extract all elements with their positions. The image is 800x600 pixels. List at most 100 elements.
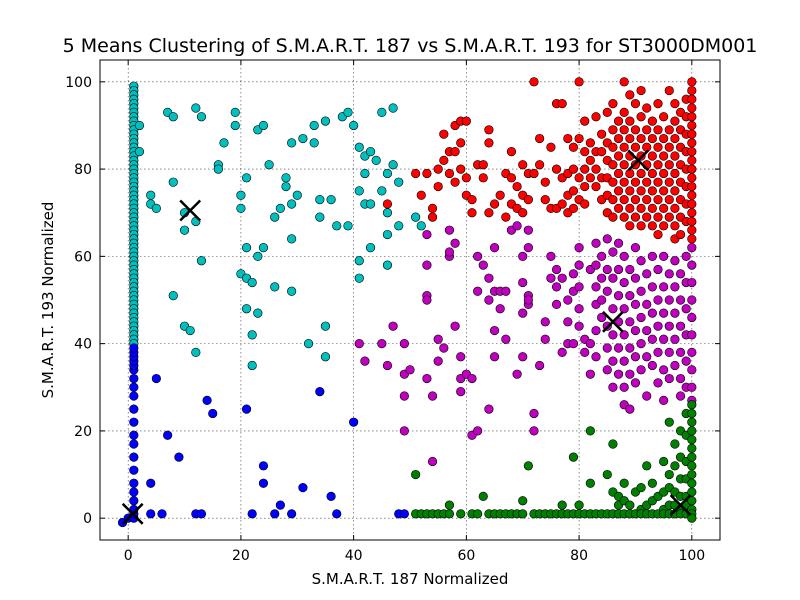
data-point <box>427 203 438 213</box>
data-point <box>574 304 584 314</box>
data-point <box>653 229 663 240</box>
data-point <box>687 85 697 96</box>
data-point <box>619 142 629 152</box>
data-point <box>619 382 629 392</box>
data-point <box>349 120 359 131</box>
data-point <box>647 360 657 371</box>
data-point <box>687 347 697 357</box>
data-point <box>191 347 201 357</box>
data-point <box>608 177 618 187</box>
data-point <box>343 107 353 117</box>
data-point <box>636 286 646 296</box>
data-point <box>625 186 635 196</box>
data-point <box>687 173 697 183</box>
data-point <box>489 199 500 209</box>
data-point <box>613 238 624 248</box>
data-point <box>619 125 629 135</box>
y-tick-label: 60 <box>74 249 92 265</box>
cluster-series <box>129 81 426 371</box>
data-point <box>518 509 528 519</box>
data-point <box>461 173 471 183</box>
centroid-marker <box>121 502 144 525</box>
data-point <box>473 251 483 261</box>
data-point <box>320 352 331 362</box>
data-point <box>365 147 376 157</box>
x-tick-label: 0 <box>124 548 133 564</box>
data-point <box>349 417 359 427</box>
data-point <box>382 208 393 218</box>
plot-frame <box>99 59 721 541</box>
data-point <box>687 426 697 436</box>
data-point <box>602 469 612 480</box>
data-point <box>659 282 669 292</box>
data-point <box>399 339 409 349</box>
data-point <box>529 77 539 87</box>
data-point <box>433 356 443 366</box>
data-point <box>151 203 161 213</box>
data-point <box>473 509 483 519</box>
data-point <box>365 243 376 253</box>
data-point <box>608 247 618 257</box>
data-point <box>433 334 443 344</box>
data-point <box>670 99 680 109</box>
data-point <box>258 243 269 253</box>
data-point <box>512 369 522 379</box>
data-point <box>625 264 635 275</box>
data-point <box>484 208 494 218</box>
data-point <box>523 295 533 305</box>
data-point <box>354 142 364 152</box>
data-point <box>134 120 145 131</box>
data-point <box>613 203 624 213</box>
data-point <box>185 325 195 336</box>
data-point <box>642 461 652 471</box>
data-point <box>563 317 573 327</box>
data-point <box>653 378 663 388</box>
data-point <box>427 212 438 222</box>
data-point <box>602 365 612 375</box>
data-point <box>253 251 263 261</box>
data-point <box>557 347 567 357</box>
data-point <box>168 291 178 301</box>
data-point <box>473 286 483 296</box>
data-point <box>591 325 601 336</box>
data-point <box>551 299 562 309</box>
data-point <box>484 295 494 305</box>
data-point <box>613 291 624 301</box>
data-point <box>168 177 178 187</box>
data-point <box>619 212 629 222</box>
data-point <box>653 195 663 205</box>
data-point <box>236 190 246 200</box>
data-point <box>687 199 697 209</box>
data-point <box>518 308 528 318</box>
data-point <box>388 160 398 170</box>
data-point <box>287 138 297 148</box>
data-point <box>568 186 579 196</box>
data-point <box>630 195 641 205</box>
data-point <box>687 234 697 244</box>
data-point <box>146 190 156 200</box>
data-point <box>597 295 607 305</box>
data-point <box>675 373 686 384</box>
data-point <box>489 325 500 336</box>
data-point <box>444 247 455 257</box>
data-point <box>540 177 550 187</box>
data-point <box>636 365 646 375</box>
axis-ticks: 0 20 40 60 80 100 0 20 40 60 80 100 <box>65 60 720 564</box>
data-point <box>540 334 550 344</box>
data-point <box>557 99 567 109</box>
data-point <box>196 112 207 122</box>
data-point <box>467 195 477 205</box>
data-point <box>670 203 680 213</box>
y-tick-label: 20 <box>74 424 92 440</box>
data-point <box>619 356 629 366</box>
data-point <box>608 330 618 340</box>
data-point <box>174 452 184 462</box>
data-point <box>444 500 455 510</box>
data-point <box>298 483 308 493</box>
data-point <box>489 352 500 362</box>
data-point <box>613 343 624 353</box>
data-point <box>647 186 657 196</box>
data-point <box>681 251 691 261</box>
x-tick-label: 80 <box>570 548 588 564</box>
data-point <box>591 352 601 362</box>
